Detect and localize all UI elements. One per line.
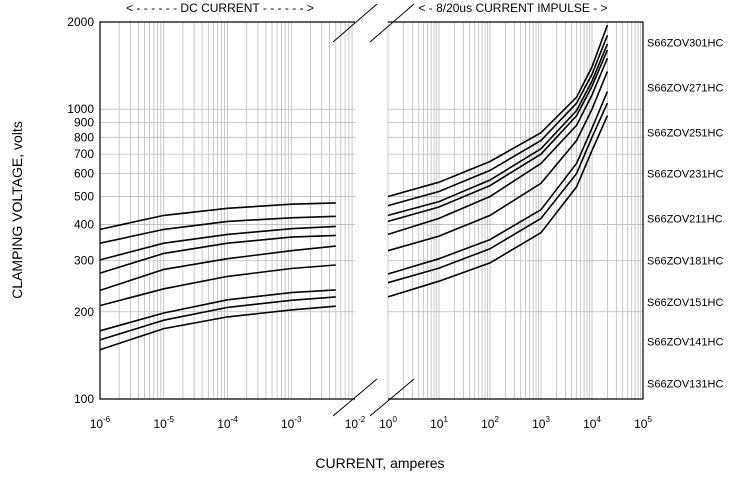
y-axis-title: CLAMPING VOLTAGE, volts: [9, 121, 25, 299]
series-label: S66ZOV181HC: [647, 256, 723, 268]
y-tick-label: 2000: [67, 15, 94, 29]
axis-break-mark: [332, 3, 378, 43]
axis-break-mark: [332, 378, 378, 417]
y-tick-label: 100: [74, 392, 94, 406]
impulse-curve-7: [387, 91, 609, 275]
axis-break-mark: [369, 3, 415, 43]
impulse-curve-2: [387, 35, 609, 207]
impulse-x-tick-label: 101: [430, 415, 448, 431]
y-tick-label: 1000: [67, 102, 94, 116]
dc-curve-6: [99, 264, 336, 307]
impulse-curve-6: [387, 71, 609, 252]
impulse-x-tick-label: 105: [634, 415, 652, 431]
y-tick-label: 600: [74, 167, 94, 181]
impulse-curve-5: [387, 57, 609, 236]
y-tick-label: 400: [74, 218, 94, 232]
y-tick-label: 200: [74, 305, 94, 319]
impulse-x-tick-label: 104: [583, 415, 601, 431]
y-tick-label: 500: [74, 189, 94, 203]
axis-break-mark: [369, 378, 415, 417]
y-tick-label: 700: [74, 147, 94, 161]
dc-curve-7: [99, 289, 336, 332]
series-label: S66ZOV151HC: [647, 297, 723, 309]
header-dc-current: < - - - - - - DC CURRENT - - - - - - >: [126, 1, 314, 15]
impulse-curve-1: [387, 24, 609, 198]
series-label: S66ZOV301HC: [647, 37, 723, 49]
impulse-x-tick-label: 100: [379, 415, 397, 431]
series-label: S66ZOV141HC: [647, 336, 723, 348]
dc-x-tick-label: 10-6: [90, 415, 111, 431]
impulse-curve-3: [387, 43, 609, 217]
impulse-x-tick-label: 103: [532, 415, 550, 431]
dc-curve-9: [99, 305, 336, 351]
impulse-plot-frame: [388, 21, 644, 400]
y-tick-label: 900: [74, 115, 94, 129]
plot-frames: [99, 3, 644, 417]
impulse-curve-8: [387, 102, 609, 284]
dc-x-tick-label: 10-2: [345, 415, 366, 431]
dc-curve-4: [99, 234, 336, 274]
dc-curve-2: [99, 215, 336, 244]
dc-x-tick-label: 10-5: [154, 415, 175, 431]
impulse-x-tick-label: 102: [481, 415, 499, 431]
series-labels: S66ZOV301HC S66ZOV271HC S66ZOV251HC S66ZOV2…: [647, 37, 723, 390]
dc-x-tick-label: 10-4: [217, 415, 238, 431]
series-label: S66ZOV251HC: [647, 128, 723, 140]
header-impulse-current: < - 8/20us CURRENT IMPULSE - >: [418, 1, 607, 15]
y-tick-label: 300: [74, 254, 94, 268]
series-label: S66ZOV271HC: [647, 82, 723, 94]
curves: [99, 24, 609, 351]
y-tick-label: 800: [74, 130, 94, 144]
dc-curve-3: [99, 225, 336, 261]
dc-curve-5: [99, 245, 336, 292]
dc-x-tick-label: 10-3: [281, 415, 302, 431]
impulse-curve-9: [387, 115, 609, 298]
grid: [99, 21, 643, 400]
x-axis-title: CURRENT, amperes: [315, 455, 444, 471]
dc-plot-frame: [99, 21, 355, 400]
series-label: S66ZOV231HC: [647, 169, 723, 181]
series-label: S66ZOV211HC: [647, 213, 723, 225]
impulse-curve-4: [387, 49, 609, 223]
dc-curve-8: [99, 296, 336, 341]
series-label: S66ZOV131HC: [647, 379, 723, 391]
dc-curve-1: [99, 202, 336, 231]
